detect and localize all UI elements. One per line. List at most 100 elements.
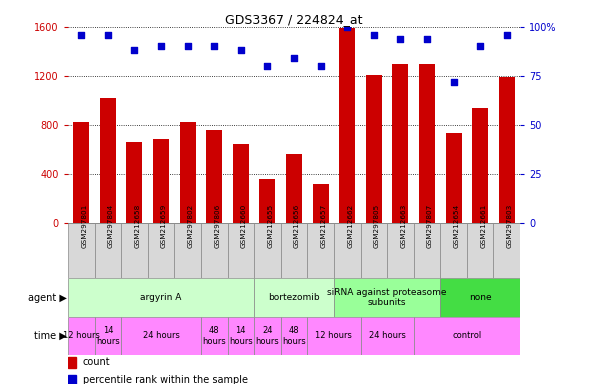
Bar [392,64,408,223]
Text: GSM212662: GSM212662 [347,204,353,248]
Text: 24 hours: 24 hours [142,331,180,341]
Text: GSM297807: GSM297807 [427,204,433,248]
Text: GSM212660: GSM212660 [241,204,247,248]
Bar [153,139,169,223]
Point [475,43,485,50]
Point [156,43,165,50]
Bar [68,375,76,384]
Bar [100,98,116,223]
Text: 48
hours: 48 hours [202,326,226,346]
Text: count: count [83,358,111,367]
Bar [68,223,95,278]
Point [103,31,112,38]
Bar [440,223,467,278]
Bar [440,278,520,317]
Point [289,55,298,61]
Bar [206,130,222,223]
Bar [446,133,462,223]
Bar [472,108,488,223]
Bar [254,317,281,355]
Bar [286,154,302,223]
Bar [366,74,382,223]
Point [262,63,272,69]
Point [209,43,219,50]
Point [395,36,405,42]
Text: GSM212658: GSM212658 [134,204,141,248]
Point [129,47,139,53]
Text: 14
hours: 14 hours [229,326,253,346]
Text: GSM297801: GSM297801 [82,204,87,248]
Text: 12 hours: 12 hours [63,331,100,341]
Bar [233,144,249,223]
Text: GSM212654: GSM212654 [454,204,460,248]
Bar [307,317,361,355]
Bar [281,317,307,355]
Point [316,63,325,69]
Bar [68,317,95,355]
Text: GSM212655: GSM212655 [267,204,274,248]
Text: GSM297802: GSM297802 [187,204,194,248]
Bar [419,64,435,223]
Point [183,43,192,50]
Text: GSM297805: GSM297805 [374,204,380,248]
Text: GSM297806: GSM297806 [214,204,220,248]
Bar [126,142,142,223]
Point [369,31,378,38]
Bar [73,122,89,223]
Bar [174,223,201,278]
Bar [493,223,520,278]
Bar [254,278,334,317]
Bar [228,223,254,278]
Text: 14
hours: 14 hours [96,326,120,346]
Bar [254,223,281,278]
Text: GSM297804: GSM297804 [108,204,114,248]
Text: control: control [452,331,482,341]
Bar [361,317,414,355]
Text: 12 hours: 12 hours [316,331,352,341]
Point [236,47,246,53]
Point [449,79,459,85]
Title: GDS3367 / 224824_at: GDS3367 / 224824_at [225,13,363,26]
Bar [228,317,254,355]
Bar [95,317,121,355]
Text: none: none [469,293,492,302]
Bar [414,223,440,278]
Bar [259,179,275,223]
Text: GSM297803: GSM297803 [506,204,513,248]
Bar [68,278,254,317]
Text: GSM212661: GSM212661 [480,204,486,248]
Bar [334,223,361,278]
Bar [414,317,520,355]
Text: agent ▶: agent ▶ [28,293,67,303]
Text: GSM212656: GSM212656 [294,204,300,248]
Text: 48
hours: 48 hours [282,326,306,346]
Bar [467,223,493,278]
Bar [148,223,174,278]
Text: siRNA against proteasome
subunits: siRNA against proteasome subunits [327,288,447,307]
Bar [201,223,228,278]
Text: GSM212663: GSM212663 [400,204,407,248]
Bar [95,223,121,278]
Point [422,36,431,42]
Text: 24
hours: 24 hours [255,326,280,346]
Bar [201,317,228,355]
Bar [361,223,387,278]
Point [502,31,511,38]
Text: argyrin A: argyrin A [140,293,182,302]
Bar [307,223,334,278]
Bar [334,278,440,317]
Bar [121,317,201,355]
Text: bortezomib: bortezomib [268,293,320,302]
Text: time ▶: time ▶ [34,331,67,341]
Text: percentile rank within the sample: percentile rank within the sample [83,375,248,384]
Bar [499,77,515,223]
Point [77,31,86,38]
Text: GSM212659: GSM212659 [161,204,167,248]
Text: GSM212657: GSM212657 [320,204,327,248]
Point [342,24,352,30]
Text: 24 hours: 24 hours [369,331,405,341]
Bar [121,223,148,278]
Bar [68,357,76,367]
Bar [281,223,307,278]
Bar [180,122,196,223]
